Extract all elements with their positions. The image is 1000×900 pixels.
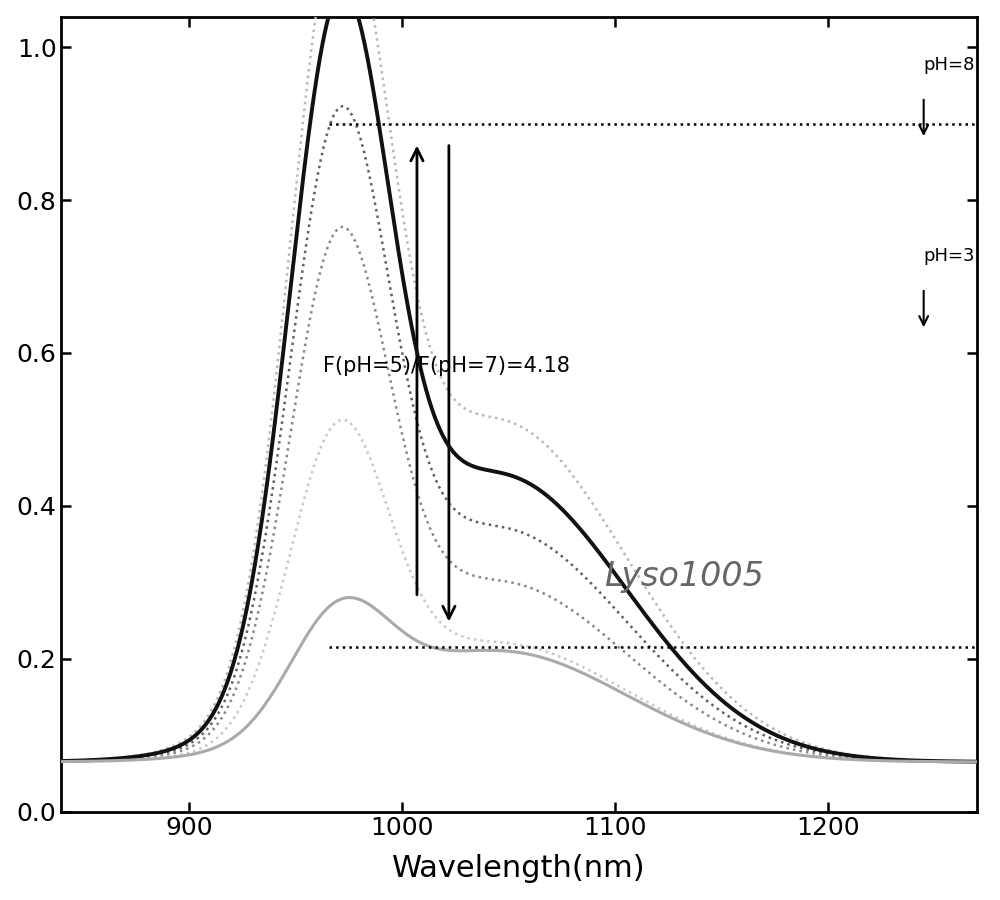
Text: pH=3: pH=3 bbox=[924, 248, 975, 266]
Text: Lyso1005: Lyso1005 bbox=[604, 560, 764, 593]
Text: pH=8: pH=8 bbox=[924, 56, 975, 74]
X-axis label: Wavelength(nm): Wavelength(nm) bbox=[392, 854, 646, 883]
Text: F(pH=5)/F(pH=7)=4.18: F(pH=5)/F(pH=7)=4.18 bbox=[323, 356, 570, 376]
